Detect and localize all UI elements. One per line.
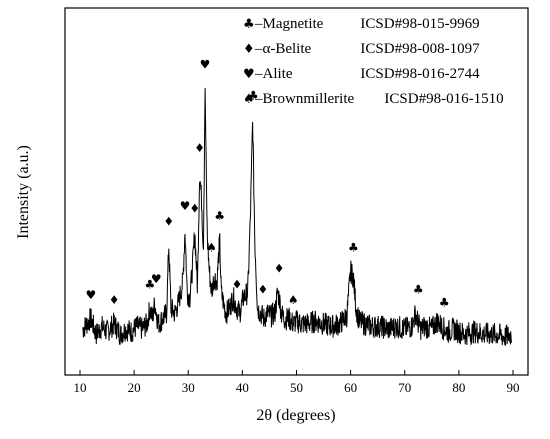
peak-marker: ♣ — [144, 277, 155, 291]
y-axis-label: Intensity (a.u.) — [15, 145, 32, 239]
x-axis-ticks: 10 20 30 40 50 60 70 80 90 — [74, 370, 520, 395]
x-tick-label: 60 — [344, 380, 357, 395]
peak-marker: ♦ — [232, 277, 243, 291]
peak-marker: ♦ — [163, 214, 174, 228]
series-layer — [82, 87, 512, 346]
peak-marker: ♠ — [288, 293, 299, 307]
legend-code: ICSD#98-016-1510 — [384, 91, 503, 107]
peak-marker: ♦ — [274, 262, 285, 276]
legend-entry: ♦ –α-Belite ICSD#98-008-1097 — [243, 41, 480, 57]
peak-markers: ♥ ♦♣♥♦♥♦♦♥♠♣♦♣♦♦♠♣♣♣ — [85, 57, 449, 309]
legend-label: –α-Belite — [254, 41, 312, 57]
peak-marker: ♥ — [85, 288, 96, 302]
peak-marker: ♦ — [194, 141, 205, 155]
peak-marker: ♣ — [439, 296, 450, 310]
x-tick-label: 10 — [74, 380, 87, 395]
peak-marker: ♦ — [109, 293, 120, 307]
x-tick-label: 30 — [182, 380, 195, 395]
peak-marker: ♦ — [258, 283, 269, 297]
x-tick-label: 80 — [452, 380, 465, 395]
peak-marker: ♥ — [151, 272, 162, 286]
peak-marker: ♣ — [348, 241, 359, 255]
legend-entry: ♣ –Magnetite ICSD#98-015-9969 — [243, 16, 480, 32]
legend-symbol: ♦ — [243, 42, 255, 57]
peak-marker: ♣ — [214, 209, 225, 223]
x-tick-label: 40 — [236, 380, 249, 395]
peak-marker: ♥ — [200, 57, 211, 71]
peak-marker: ♣ — [413, 283, 424, 297]
legend: ♣ –Magnetite ICSD#98-015-9969 ♦ –α-Belit… — [243, 16, 504, 107]
peak-marker: ♠ — [206, 241, 217, 255]
legend-symbol: ♣ — [243, 17, 255, 32]
x-tick-label: 50 — [290, 380, 303, 395]
peak-marker: ♣ — [248, 89, 259, 103]
legend-entry: ♠ –Brownmillerite ICSD#98-016-1510 — [243, 91, 504, 107]
legend-entry: ♥ –Alite ICSD#98-016-2744 — [243, 66, 480, 82]
x-tick-label: 90 — [507, 380, 520, 395]
x-tick-label: 20 — [128, 380, 141, 395]
legend-symbol: ♠ — [243, 92, 255, 107]
x-tick-label: 70 — [398, 380, 411, 395]
legend-symbol: ♥ — [243, 67, 255, 82]
series-line — [82, 87, 512, 346]
legend-code: ICSD#98-008-1097 — [360, 41, 480, 57]
legend-label: –Alite — [254, 66, 293, 82]
x-axis-label: 2θ (degrees) — [256, 407, 335, 424]
legend-label: –Magnetite — [254, 16, 324, 32]
legend-code: ICSD#98-015-9969 — [360, 16, 479, 32]
peak-marker: ♦ — [189, 201, 200, 215]
legend-code: ICSD#98-016-2744 — [360, 66, 480, 82]
legend-label: –Brownmillerite — [254, 91, 354, 107]
peak-marker: ♥ — [180, 199, 191, 213]
